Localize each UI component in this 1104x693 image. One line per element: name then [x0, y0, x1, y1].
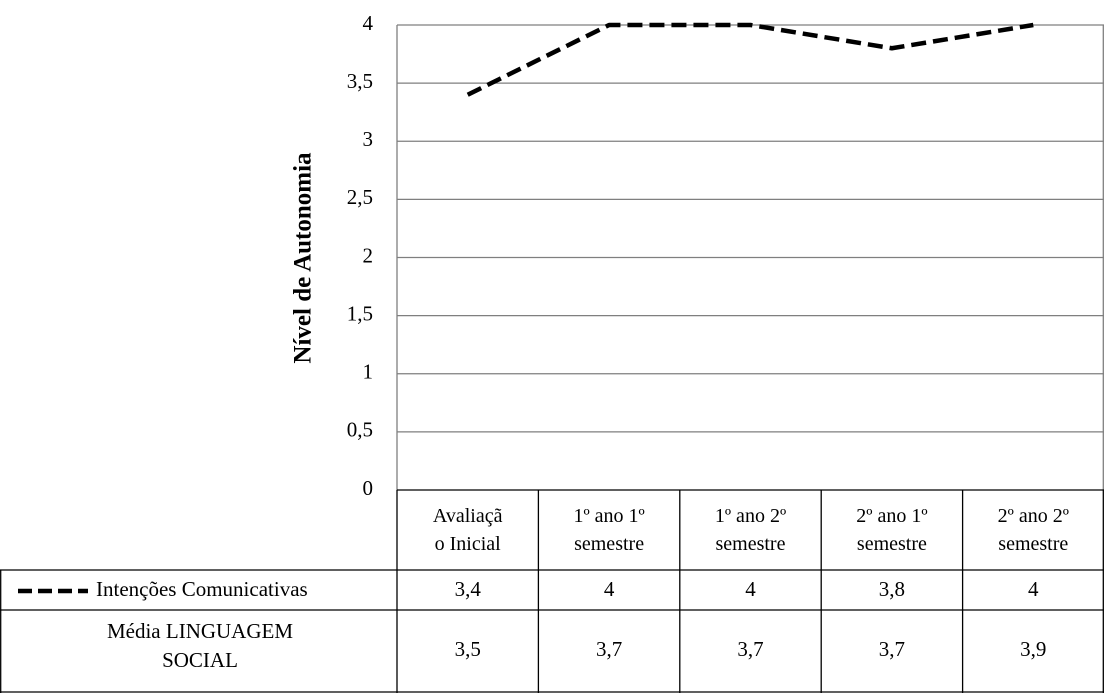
table-cell-value: 3,4 [455, 577, 482, 601]
y-tick-label: 2 [363, 243, 374, 267]
gridlines [397, 24, 1104, 433]
legend: Intenções Comunicativas Média LINGUAGEM SO… [18, 577, 308, 672]
table-cell-value: 3,5 [455, 637, 481, 661]
y-tick-label: 0 [363, 476, 374, 500]
table-cell-value: 3,9 [1020, 637, 1046, 661]
y-tick-label: 0,5 [347, 418, 373, 442]
y-tick-label: 1,5 [347, 301, 373, 325]
legend-label-intencoes: Intenções Comunicativas [96, 577, 308, 601]
x-tick-label: 1º ano 1º semestre [573, 505, 644, 555]
y-tick-labels: 0 0,5 1 1,5 2 2,5 3 3,5 4 [347, 11, 374, 500]
data-table [0, 489, 1104, 693]
category-labels: Avaliaçã o Inicial 1º ano 1º semestre 1º ano… [433, 505, 1069, 555]
x-tick-label: 2º ano 2º semestre [998, 505, 1069, 555]
x-tick-label: 1º ano 2º semestre [715, 505, 786, 555]
series-line-intencoes-comunicativas [466, 22, 1034, 97]
table-cell-value: 3,7 [596, 637, 622, 661]
y-axis-label: Nível de Autonomia [290, 152, 317, 364]
legend-label-media-linguagem: Média LINGUAGEM SOCIAL [107, 619, 293, 672]
y-tick-label: 1 [363, 360, 374, 384]
table-cell-value: 3,7 [737, 637, 763, 661]
table-cell-value: 4 [1028, 577, 1039, 601]
x-tick-label: 2º ano 1º semestre [856, 505, 927, 555]
data-table-values: 3,4 4 4 3,8 4 3,5 3,7 3,7 3,7 3,9 [455, 577, 1047, 661]
y-tick-label: 3 [363, 127, 374, 151]
y-tick-label: 2,5 [347, 185, 373, 209]
y-tick-label: 3,5 [347, 69, 373, 93]
table-cell-value: 4 [604, 577, 615, 601]
axes [396, 25, 1104, 490]
table-cell-value: 3,8 [879, 577, 905, 601]
series-lines [466, 22, 1034, 97]
y-tick-label: 4 [363, 11, 374, 35]
table-cell-value: 4 [745, 577, 756, 601]
x-tick-label: Avaliaçã o Inicial [433, 505, 503, 555]
table-cell-value: 3,7 [879, 637, 905, 661]
